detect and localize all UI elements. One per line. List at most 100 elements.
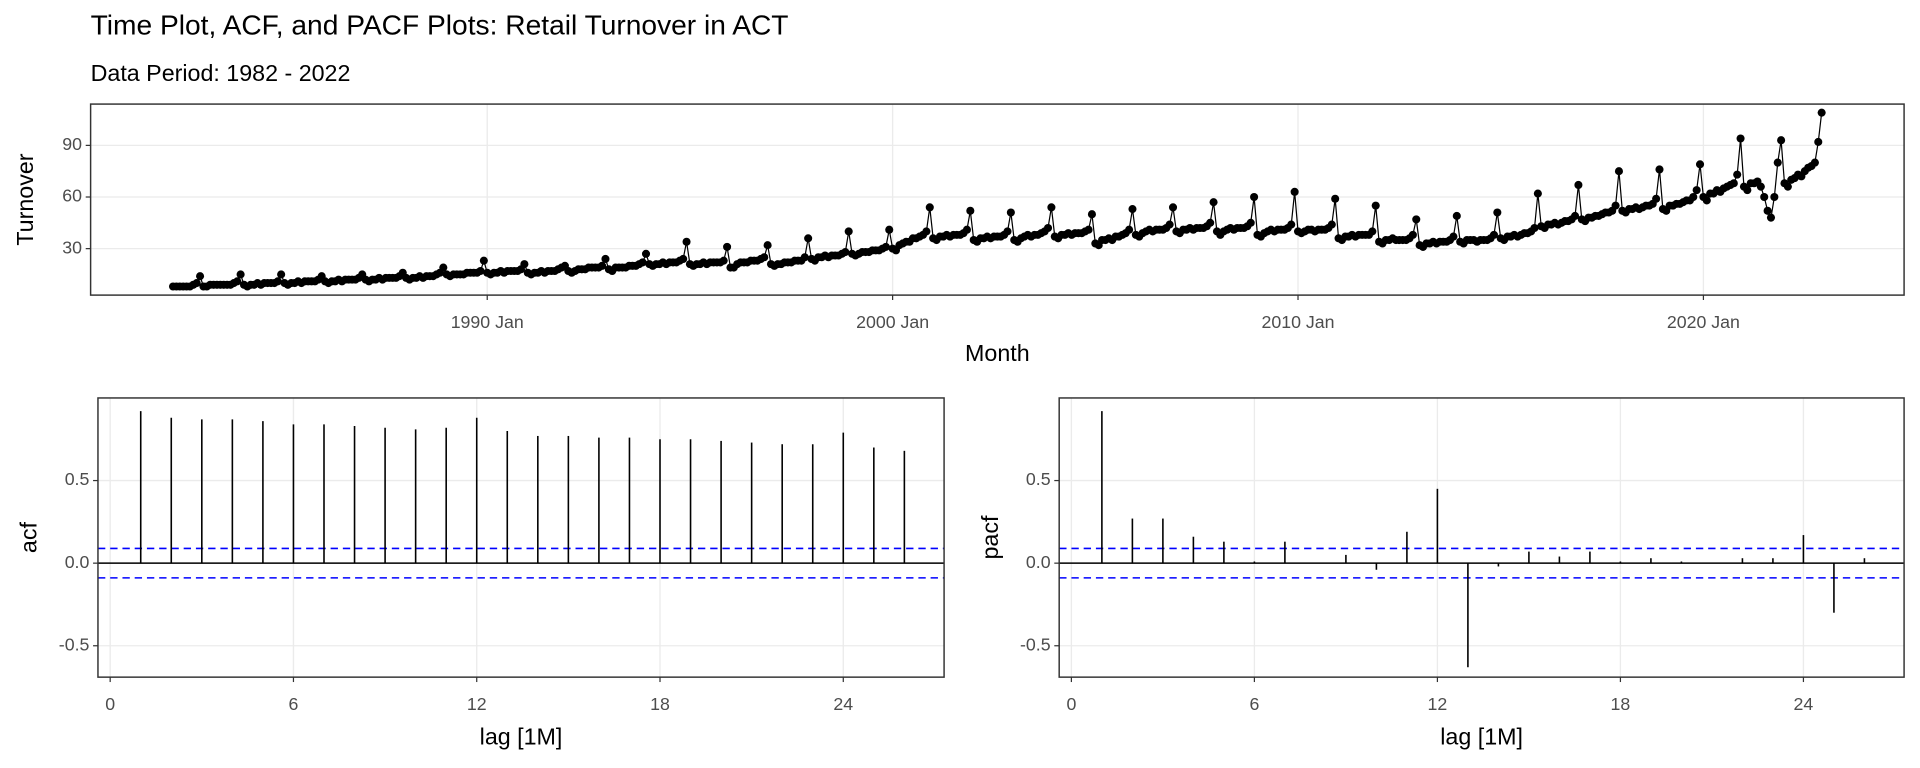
data-point: [1736, 134, 1745, 143]
panel-border: [97, 397, 945, 678]
y-axis-title: pacf: [977, 515, 1003, 559]
data-point: [1655, 165, 1664, 174]
data-point: [1814, 137, 1823, 146]
data-point: [1408, 230, 1417, 239]
x-axis-title: Month: [965, 340, 1030, 366]
y-tick-label: -0.5: [1020, 634, 1051, 654]
data-point: [1125, 225, 1134, 234]
data-point: [1287, 220, 1296, 229]
data-point: [885, 225, 894, 234]
data-point: [1168, 203, 1178, 212]
data-point: [1003, 227, 1012, 236]
data-point: [1489, 230, 1498, 239]
data-point: [1371, 201, 1380, 210]
data-point: [763, 241, 772, 250]
data-point: [1368, 227, 1377, 236]
data-point: [1530, 223, 1539, 233]
panel-border: [89, 103, 1905, 296]
data-point: [925, 203, 934, 212]
data-point: [476, 266, 485, 276]
data-point: [841, 248, 850, 257]
x-tick-label: 12: [1428, 694, 1448, 714]
data-point: [1766, 213, 1776, 222]
x-tick-label: 24: [1794, 694, 1814, 714]
data-point: [1756, 182, 1765, 191]
data-point: [1733, 170, 1742, 179]
data-point: [1084, 225, 1093, 234]
data-point: [601, 254, 610, 264]
x-tick-label: 0: [1066, 694, 1076, 714]
data-point: [273, 277, 282, 286]
plot-background: [90, 104, 1905, 296]
x-tick-label: 2000 Jan: [856, 312, 929, 332]
data-point: [1611, 201, 1620, 210]
plot-background: [97, 397, 945, 678]
data-point: [844, 227, 853, 236]
data-point: [922, 227, 931, 236]
data-point: [1006, 208, 1015, 217]
data-point: [1689, 192, 1698, 202]
x-axis-title: lag [1M]: [1440, 724, 1523, 750]
data-point: [1783, 182, 1792, 191]
data-point: [233, 277, 242, 286]
x-tick-label: 0: [105, 694, 115, 714]
x-axis-title: lag [1M]: [480, 724, 563, 750]
data-point: [1165, 220, 1174, 229]
y-tick-label: 0.5: [65, 469, 90, 489]
data-point: [1574, 180, 1583, 190]
chart-subtitle: Data Period: 1982 - 2022: [91, 60, 351, 86]
data-point: [966, 206, 975, 215]
data-point: [641, 249, 651, 258]
x-tick-label: 24: [833, 694, 853, 714]
data-point: [1043, 223, 1053, 233]
x-tick-label: 6: [289, 694, 299, 714]
data-point: [1290, 187, 1299, 196]
data-point: [679, 254, 688, 264]
y-axis-title: acf: [16, 522, 42, 554]
data-point: [520, 260, 529, 269]
data-point: [1570, 211, 1580, 220]
data-point: [1449, 232, 1458, 241]
x-tick-label: 18: [650, 694, 670, 714]
y-tick-label: 30: [62, 237, 82, 257]
data-point: [804, 234, 813, 243]
data-point: [1047, 203, 1056, 212]
y-tick-label: 60: [62, 186, 82, 206]
data-point: [1817, 108, 1826, 117]
data-point: [192, 279, 201, 288]
data-point: [1493, 208, 1502, 217]
data-point: [1331, 194, 1340, 203]
data-point: [277, 270, 286, 279]
data-point: [439, 263, 448, 272]
y-axis-title: Turnover: [12, 153, 38, 245]
y-tick-label: 90: [62, 134, 82, 154]
x-tick-label: 1990 Jan: [451, 312, 524, 332]
data-point: [1533, 189, 1542, 198]
data-point: [196, 272, 205, 281]
data-point: [1652, 194, 1661, 203]
y-tick-label: -0.5: [59, 634, 90, 654]
data-point: [1702, 196, 1711, 205]
data-point: [1692, 186, 1701, 195]
data-point: [479, 256, 488, 265]
data-point: [760, 253, 769, 262]
data-point: [1743, 186, 1752, 195]
data-point: [1250, 192, 1259, 202]
y-tick-label: 0.5: [1026, 469, 1051, 489]
data-point: [962, 225, 971, 234]
x-tick-label: 6: [1249, 694, 1259, 714]
data-point: [1128, 205, 1137, 214]
data-point: [1412, 215, 1421, 224]
x-tick-label: 2010 Jan: [1261, 312, 1334, 332]
data-point: [1810, 158, 1819, 167]
data-point: [1209, 198, 1218, 207]
data-point: [723, 242, 732, 251]
x-tick-label: 2020 Jan: [1667, 312, 1740, 332]
chart-title: Time Plot, ACF, and PACF Plots: Retail T…: [91, 9, 789, 40]
data-point: [1614, 167, 1623, 176]
plot-background: [1059, 397, 1905, 678]
data-point: [1246, 218, 1255, 227]
data-point: [598, 261, 607, 270]
